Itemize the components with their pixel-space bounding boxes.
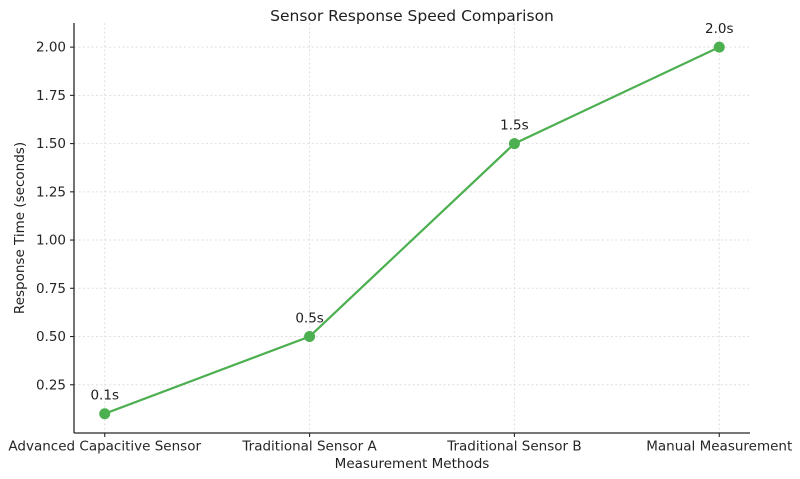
x-tick-label: Advanced Capacitive Sensor — [8, 439, 201, 455]
annotation-layer: 0.1s 0.5s 1.5s 2.0s — [90, 21, 733, 404]
data-point-marker — [99, 408, 111, 420]
axis-layer: 0.25 0.50 0.75 1.00 1.25 1.50 1.75 2.00 Advanced… — [8, 23, 792, 455]
chart-title: Sensor Response Speed Comparison — [270, 7, 554, 25]
x-axis-label: Measurement Methods — [335, 456, 490, 472]
x-tick-label: Traditional Sensor A — [241, 439, 377, 455]
data-point-marker — [508, 138, 520, 150]
y-tick-label: 1.00 — [36, 233, 66, 249]
y-tick-label: 1.50 — [36, 136, 66, 152]
point-value-label: 0.5s — [295, 311, 324, 327]
data-point-marker — [304, 331, 316, 343]
data-point-marker — [713, 41, 725, 53]
y-tick-label: 1.25 — [36, 184, 66, 200]
point-value-label: 2.0s — [705, 21, 734, 37]
y-axis-label: Response Time (seconds) — [12, 142, 28, 314]
point-value-label: 0.1s — [90, 388, 119, 404]
y-tick-label: 0.75 — [36, 281, 66, 297]
x-tick-label: Manual Measurement — [646, 439, 792, 455]
series-layer — [99, 41, 725, 420]
point-value-label: 1.5s — [500, 118, 529, 134]
y-tick-label: 1.75 — [36, 88, 66, 104]
y-tick-label: 0.25 — [36, 377, 66, 393]
x-tick-label: Traditional Sensor B — [446, 439, 581, 455]
series-line — [103, 46, 721, 415]
y-tick-label: 0.50 — [36, 329, 66, 345]
grid-layer — [74, 23, 750, 433]
y-tick-label: 2.00 — [36, 40, 66, 56]
